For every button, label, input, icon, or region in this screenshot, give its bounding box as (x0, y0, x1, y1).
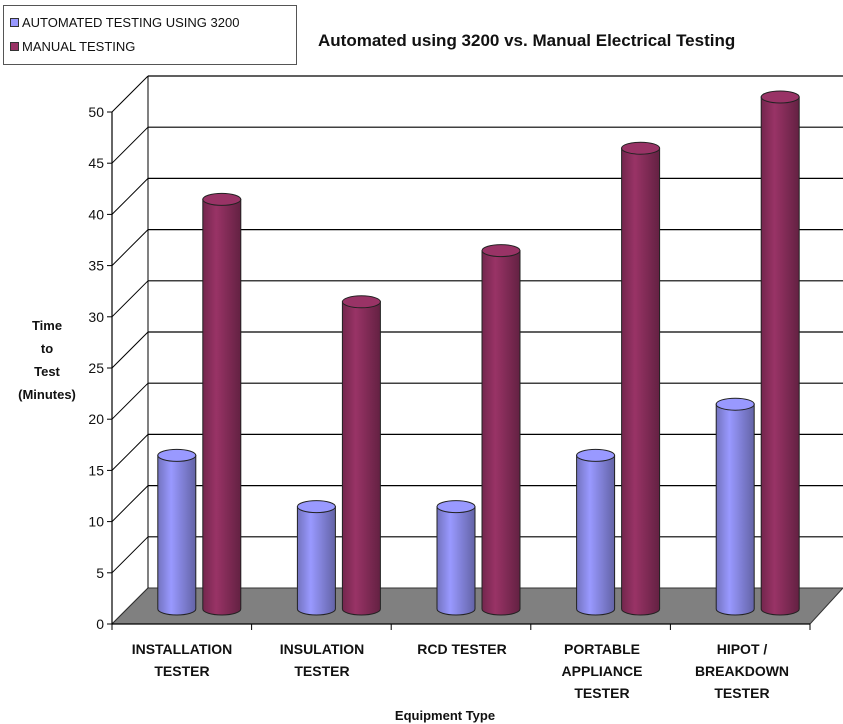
gridline-depth (111, 280, 149, 318)
y-axis-label-line: Time (31, 318, 63, 333)
bar-0-2 (436, 500, 476, 616)
y-tick-label: 0 (96, 616, 104, 632)
legend: AUTOMATED TESTING USING 3200 MANUAL TEST… (3, 5, 297, 65)
bar-top (296, 500, 336, 514)
y-tick-label: 10 (88, 514, 104, 530)
bar-body (296, 506, 336, 616)
gridline-depth (111, 331, 149, 369)
y-tick-label: 50 (88, 104, 104, 120)
bar-body (341, 301, 381, 616)
gridline-depth (111, 536, 149, 574)
gridline-depth (111, 75, 149, 113)
bar-0-1 (296, 500, 336, 616)
gridline-depth (111, 434, 149, 471)
bar-body (621, 147, 661, 616)
y-axis-label-line: to (40, 341, 54, 356)
x-tick-label-insulation: INSULATION TESTER (279, 641, 365, 679)
bar-top (621, 141, 661, 155)
y-tick-label: 45 (88, 155, 104, 171)
bar-0-3 (576, 448, 616, 616)
bar-body (157, 454, 197, 616)
bar-top (436, 500, 476, 514)
gridline-depth (111, 178, 149, 215)
gridline-depth (111, 126, 149, 164)
x-tick-label-hipot: HIPOT / BREAKDOWN TESTER (694, 641, 790, 701)
x-axis-label: Equipment Type (394, 708, 496, 723)
y-tick-label: 20 (88, 411, 104, 427)
x-tick-label-rcd: RCD TESTER (417, 641, 507, 657)
bar-top (715, 397, 755, 411)
gridline-depth (111, 382, 149, 420)
legend-entry-manual: MANUAL TESTING (10, 39, 135, 54)
gridline-depth (111, 229, 149, 266)
y-tick-label: 30 (88, 309, 104, 325)
chart-title: Automated using 3200 vs. Manual Electric… (318, 31, 736, 50)
bar-body (576, 454, 616, 616)
y-tick-label: 25 (88, 360, 104, 376)
axes (107, 76, 811, 630)
x-tick-label-installation: INSTALLATION TESTER (131, 641, 233, 679)
legend-swatch-automated (10, 18, 19, 27)
bar-body (715, 403, 755, 616)
bar-0-0 (157, 448, 197, 616)
x-tick-label-portable: PORTABLE APPLIANCE TESTER (561, 641, 643, 701)
bar-1-3 (621, 141, 661, 616)
bar-top (760, 90, 800, 104)
bar-body (436, 506, 476, 616)
bar-body (202, 198, 242, 616)
y-tick-labels: 0 5 10 15 20 25 30 35 40 45 50 (88, 104, 104, 632)
legend-entry-automated: AUTOMATED TESTING USING 3200 (10, 15, 239, 30)
bar-1-2 (481, 244, 521, 616)
bar-1-1 (341, 295, 381, 616)
y-tick-label: 35 (88, 258, 104, 274)
bars (157, 90, 800, 616)
legend-swatch-manual (10, 42, 19, 51)
bar-top (341, 295, 381, 309)
bar-top (576, 448, 616, 462)
bar-top (202, 192, 242, 206)
bar-1-0 (202, 192, 242, 616)
bar-body (760, 96, 800, 616)
y-axis-label-line: Test (34, 364, 60, 379)
y-axis-label-line: (Minutes) (18, 387, 76, 402)
bar-0-4 (715, 397, 755, 616)
legend-label-automated: AUTOMATED TESTING USING 3200 (22, 15, 240, 30)
legend-label-manual: MANUAL TESTING (22, 39, 136, 54)
y-tick-label: 40 (88, 206, 104, 222)
y-axis-label: Time to Test (Minutes) (4, 314, 90, 406)
bar-body (481, 250, 521, 616)
bar-1-4 (760, 90, 800, 616)
bar-top (157, 448, 197, 462)
gridline-depth (111, 485, 149, 522)
y-tick-label: 15 (88, 462, 104, 478)
bar-top (481, 244, 521, 258)
y-tick-label: 5 (96, 565, 104, 581)
